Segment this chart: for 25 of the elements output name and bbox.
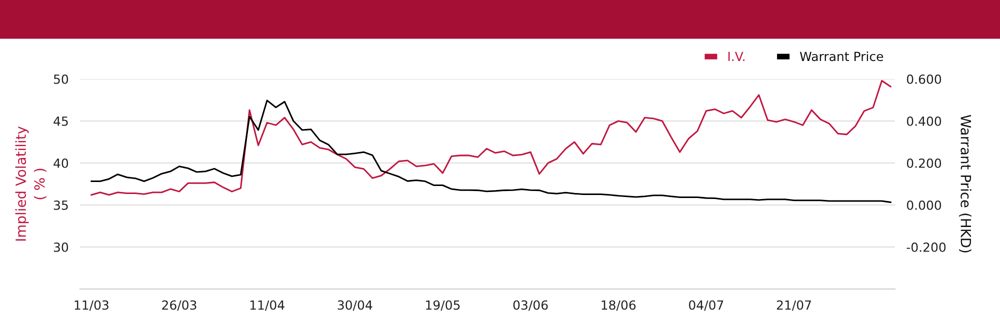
line-series xyxy=(90,80,892,196)
legend-label: I.V. xyxy=(728,52,744,61)
x-tick-label: 11/04 xyxy=(250,300,284,311)
x-tick-label: 11/03 xyxy=(74,300,108,311)
legend-label: Warrant Price xyxy=(800,51,884,62)
line-series xyxy=(90,100,892,204)
x-tick-label: 03/06 xyxy=(513,300,548,311)
x-tick-label: 04/07 xyxy=(688,300,724,311)
x-tick-label: 18/06 xyxy=(602,300,636,311)
y-tick-label: 35 xyxy=(54,200,68,210)
x-tick-label: 30/04 xyxy=(338,300,372,311)
y-tick-label: 50 xyxy=(54,74,68,84)
y2-axis-title: Warrant Price (HKD) xyxy=(959,114,972,252)
x-tick-label: 26/03 xyxy=(162,300,196,311)
y2-tick-label: -0.200 xyxy=(906,242,946,252)
y2-tick-label: 0.000 xyxy=(906,200,942,210)
y-tick-label: 45 xyxy=(54,116,68,126)
x-tick-label: 19/05 xyxy=(426,300,460,311)
y-tick-label: 40 xyxy=(54,158,68,168)
y2-tick-label: 0.600 xyxy=(906,74,942,84)
x-tick-label: 21/07 xyxy=(776,300,811,311)
y-tick-label: 30 xyxy=(54,242,68,252)
y2-tick-label: 0.400 xyxy=(906,116,942,126)
y-axis-title: Implied Volatility ( % ) xyxy=(15,126,46,241)
y2-tick-label: 0.200 xyxy=(906,158,942,168)
